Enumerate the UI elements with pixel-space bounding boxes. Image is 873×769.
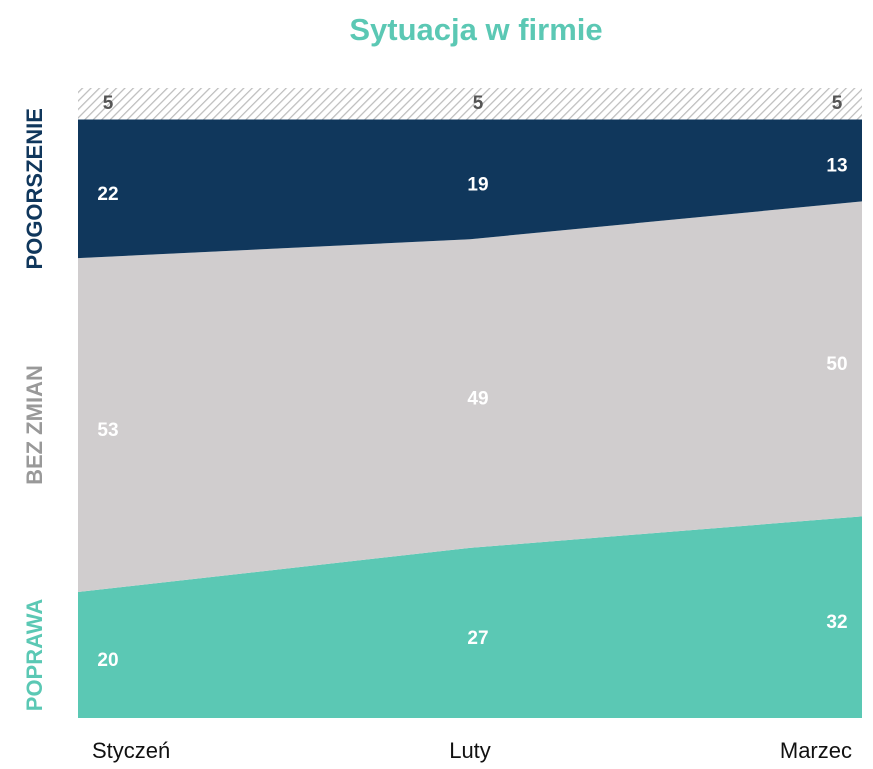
data-label: 5 bbox=[832, 93, 843, 114]
data-label: 32 bbox=[826, 612, 847, 633]
data-label: 53 bbox=[97, 420, 118, 441]
data-label: 20 bbox=[97, 650, 118, 671]
data-label: 19 bbox=[467, 174, 488, 195]
area bbox=[78, 119, 862, 259]
area bbox=[78, 516, 862, 718]
data-label: 22 bbox=[97, 184, 118, 205]
series-name: POPRAWA bbox=[22, 599, 47, 712]
chart-title: Sytuacja w firmie bbox=[349, 12, 602, 47]
area bbox=[78, 201, 862, 592]
x-tick-label: Styczeń bbox=[92, 738, 170, 763]
data-label: 27 bbox=[467, 628, 488, 649]
area bbox=[78, 88, 862, 120]
series-name: POGORSZENIE bbox=[22, 108, 47, 269]
series-name: BEZ ZMIAN bbox=[22, 365, 47, 485]
data-label: 49 bbox=[467, 389, 488, 410]
data-label: 50 bbox=[826, 354, 847, 375]
x-tick-label: Luty bbox=[449, 738, 491, 763]
data-label: 5 bbox=[473, 93, 484, 114]
data-label: 5 bbox=[103, 93, 114, 114]
data-label: 13 bbox=[826, 155, 847, 176]
x-tick-label: Marzec bbox=[780, 738, 852, 763]
